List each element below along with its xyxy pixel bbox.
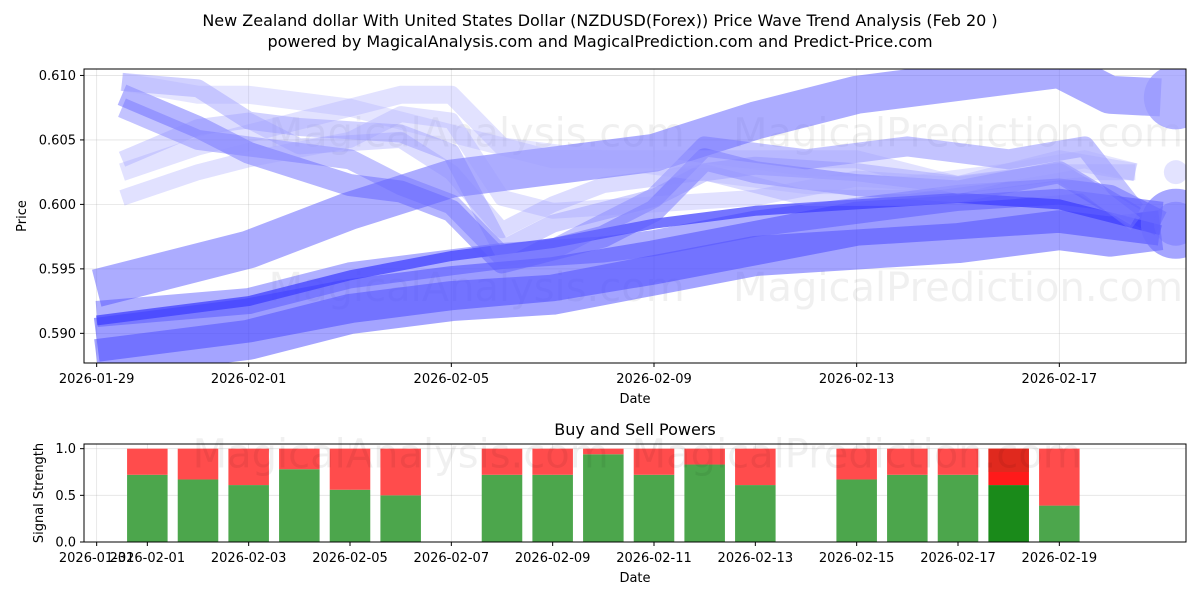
buy-power-bar <box>279 469 320 542</box>
powers-bars <box>127 448 1080 542</box>
sell-power-bar <box>177 448 219 480</box>
price-wave-band <box>96 192 1162 326</box>
sell-power-overlay <box>988 448 1029 472</box>
price-end-marker <box>1153 201 1186 246</box>
sell-power-bar <box>279 448 320 470</box>
powers-x-tick-label: 2026-02-01 <box>110 551 186 566</box>
price-y-tick-label: 0.605 <box>39 133 76 148</box>
powers-chart: Buy and Sell Powers MagicalAnalysis.com M… <box>32 420 1187 586</box>
price-y-ticks: 0.590 0.595 0.600 0.605 0.610 <box>39 69 84 342</box>
buy-power-bar <box>887 474 928 542</box>
price-y-tick-label: 0.610 <box>39 69 76 84</box>
price-chart: MagicalAnalysis.com MagicalPrediction.com… <box>15 68 1187 407</box>
sell-power-bar <box>329 448 371 490</box>
powers-y-ticks: 0.0 0.5 1.0 <box>55 442 84 551</box>
price-wave-band <box>117 84 1141 274</box>
price-y-tick-label: 0.600 <box>39 198 76 213</box>
watermark-text: MagicalPrediction.com <box>632 431 1082 477</box>
price-wave-band <box>94 210 1164 363</box>
powers-x-tick-label: 2026-02-19 <box>1022 551 1098 566</box>
price-x-tick-label: 2026-02-17 <box>1022 372 1098 387</box>
buy-power-bar <box>329 489 371 542</box>
powers-x-axis-label: Date <box>619 571 650 586</box>
sell-power-bar <box>684 448 725 465</box>
buy-power-bar <box>532 474 573 542</box>
powers-chart-title: Buy and Sell Powers <box>554 420 716 439</box>
price-wave-band <box>118 98 1144 266</box>
price-y-axis-label: Price <box>15 200 30 232</box>
price-y-tick-label: 0.595 <box>39 262 76 277</box>
price-x-tick-label: 2026-02-13 <box>819 372 895 387</box>
buy-power-bar <box>633 474 675 542</box>
powers-x-tick-label: 2026-02-11 <box>616 551 692 566</box>
price-end-marker <box>1143 69 1186 130</box>
sell-power-bar <box>633 448 675 475</box>
buy-power-bar <box>583 454 624 542</box>
sell-power-bar <box>1039 448 1080 506</box>
price-wave-band <box>119 106 1136 219</box>
powers-x-tick-label: 2026-02-05 <box>312 551 388 566</box>
powers-x-tick-label: 2026-01-31 <box>59 551 135 566</box>
price-wave-band <box>118 112 1141 239</box>
buy-power-bar <box>127 474 168 542</box>
buy-power-bar <box>735 485 776 542</box>
powers-y-tick-label: 0.5 <box>55 489 76 504</box>
powers-x-tick-label: 2026-02-13 <box>718 551 794 566</box>
powers-x-tick-label: 2026-02-15 <box>819 551 895 566</box>
powers-x-tick-label: 2026-02-07 <box>414 551 490 566</box>
price-y-tick-label: 0.590 <box>39 327 76 342</box>
buy-power-bar <box>836 479 877 542</box>
price-axes-frame <box>83 68 1187 364</box>
price-end-marker <box>1140 188 1186 259</box>
price-x-tick-label: 2026-02-01 <box>211 372 287 387</box>
price-wave-band <box>120 73 1138 195</box>
sell-power-bar <box>937 448 979 475</box>
powers-axes-frame <box>83 443 1187 543</box>
powers-y-axis-label: Signal Strength <box>32 443 47 543</box>
sell-power-bar <box>127 448 168 475</box>
buy-power-bar <box>380 495 421 542</box>
powers-x-tick-label: 2026-02-17 <box>920 551 996 566</box>
sell-power-bar <box>836 448 877 480</box>
powers-watermarks: MagicalAnalysis.com MagicalPrediction.com <box>193 431 1082 477</box>
buy-power-bar <box>937 474 979 542</box>
sell-power-bar <box>887 448 928 475</box>
chart-title-line-1: New Zealand dollar With United States Do… <box>202 11 997 30</box>
sell-power-bar <box>228 448 269 486</box>
powers-x-tick-label: 2026-02-03 <box>211 551 287 566</box>
watermark-text: MagicalPrediction.com <box>733 265 1183 311</box>
chart-title-line-2: powered by MagicalAnalysis.com and Magic… <box>267 32 932 51</box>
price-x-tick-label: 2026-02-05 <box>414 372 490 387</box>
sell-power-bar <box>583 448 624 455</box>
sell-power-bar <box>735 448 776 486</box>
price-x-axis-label: Date <box>619 392 650 407</box>
buy-power-bar <box>1039 505 1080 542</box>
buy-power-bar <box>684 464 725 542</box>
powers-x-tick-label: 2026-02-09 <box>515 551 591 566</box>
price-x-tick-label: 2026-01-29 <box>59 372 135 387</box>
price-end-marker <box>1163 160 1186 185</box>
price-wave-bands <box>92 69 1167 363</box>
powers-y-tick-label: 0.0 <box>55 536 76 551</box>
price-x-tick-label: 2026-02-09 <box>616 372 692 387</box>
price-wave-band <box>92 69 1162 307</box>
sell-power-bar <box>380 448 421 496</box>
price-wave-band <box>121 72 1140 259</box>
price-x-ticks: 2026-01-29 2026-02-01 2026-02-05 2026-02-09… <box>59 363 1097 387</box>
buy-power-bar <box>177 479 219 542</box>
price-end-markers <box>1140 69 1186 259</box>
price-wave-band <box>119 85 1137 195</box>
buy-power-bar <box>988 485 1029 542</box>
sell-power-bar <box>532 448 573 475</box>
watermark-text: MagicalAnalysis.com <box>193 431 609 477</box>
buy-power-bar <box>228 485 269 542</box>
powers-y-tick-label: 1.0 <box>55 442 76 457</box>
buy-power-bar <box>481 474 523 542</box>
sell-power-bar <box>481 448 523 475</box>
